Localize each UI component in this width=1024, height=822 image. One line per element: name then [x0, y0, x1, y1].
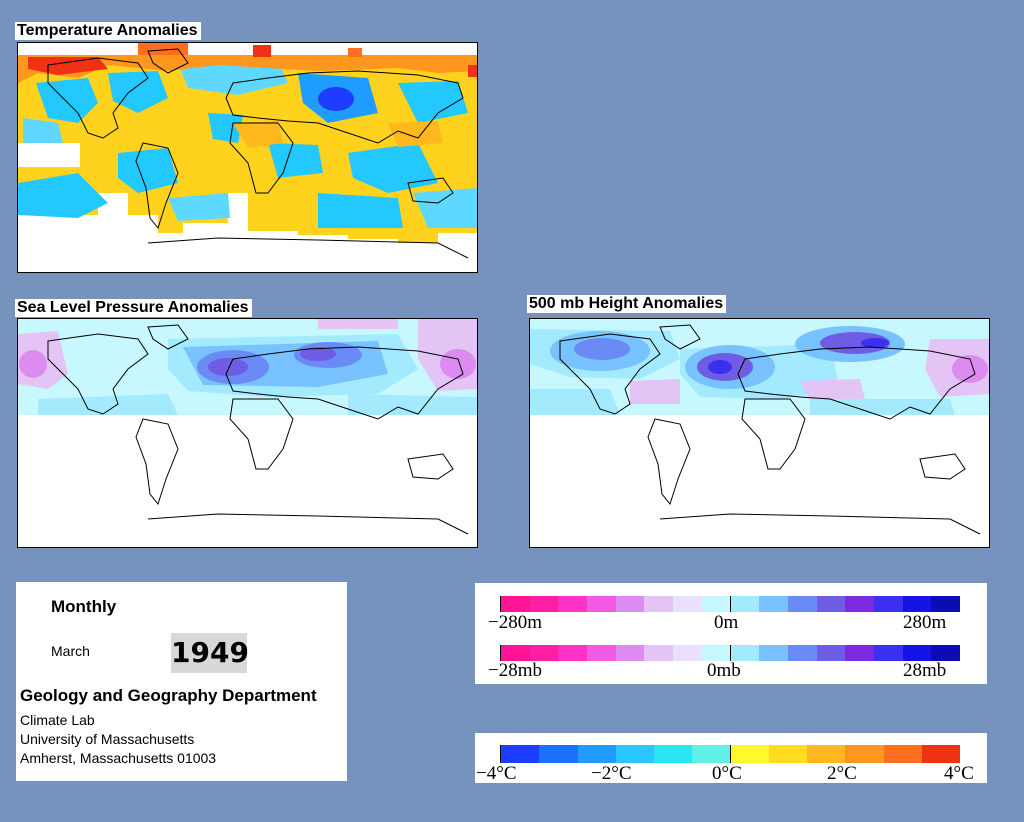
temperature-anomaly-map — [17, 42, 478, 273]
pressure-colorbar-swatch — [500, 645, 530, 661]
height-colorbar-swatch — [615, 596, 645, 612]
height-colorbar-swatch — [816, 596, 846, 612]
temp-label-neg2: −2°C — [591, 763, 632, 784]
height-colorbar-swatch — [902, 596, 932, 612]
pressure-colorbar-swatch — [759, 645, 788, 661]
anomaly-legend-panel: −280m 0m 280m −28mb 0mb 28mb — [475, 583, 987, 684]
height-anomaly-map — [529, 318, 990, 548]
pressure-colorbar-swatch — [730, 645, 760, 661]
temp-label-2: 2°C — [827, 763, 857, 784]
pressure-colorbar-swatch — [644, 645, 674, 661]
height-mid-label: 0m — [714, 612, 739, 633]
pressure-mid-label: 0mb — [707, 660, 741, 681]
pressure-colorbar-swatch — [902, 645, 932, 661]
height-colorbar-swatch — [673, 596, 702, 612]
slp-map-title: Sea Level Pressure Anomalies — [15, 299, 252, 317]
lab-label: Climate Lab — [20, 712, 95, 728]
university-label: University of Massachusetts — [20, 731, 195, 747]
pressure-colorbar-swatch — [673, 645, 702, 661]
height-colorbar-swatch — [644, 596, 674, 612]
temperature-map-title: Temperature Anomalies — [15, 22, 201, 40]
height-map-title: 500 mb Height Anomalies — [527, 295, 727, 313]
pressure-max-label: 28mb — [903, 660, 947, 681]
temperature-colorbar-swatch — [883, 745, 922, 763]
info-panel: Monthly March 1949 Geology and Geography… — [16, 582, 347, 781]
height-max-label: 280m — [903, 612, 947, 633]
height-colorbar-swatch — [759, 596, 788, 612]
pressure-colorbar-swatch — [558, 645, 588, 661]
pressure-colorbar-swatch — [701, 645, 731, 661]
height-colorbar-swatch — [931, 596, 960, 612]
pressure-colorbar-swatch — [873, 645, 903, 661]
pressure-colorbar-swatch — [787, 645, 817, 661]
temperature-colorbar-swatch — [539, 745, 578, 763]
height-colorbar-swatch — [730, 596, 760, 612]
pressure-colorbar-swatch — [816, 645, 846, 661]
department-label: Geology and Geography Department — [20, 686, 317, 705]
height-colorbar-swatch — [529, 596, 559, 612]
temperature-colorbar-swatch — [577, 745, 616, 763]
temp-label-4: 4°C — [944, 763, 974, 784]
height-colorbar — [500, 596, 960, 612]
temperature-colorbar-swatch — [807, 745, 846, 763]
temperature-colorbar-swatch — [845, 745, 884, 763]
period-label: Monthly — [51, 597, 117, 616]
pressure-colorbar-center-tick — [730, 645, 731, 661]
temperature-colorbar-swatch — [730, 745, 769, 763]
height-colorbar-swatch — [701, 596, 731, 612]
pressure-colorbar-swatch — [615, 645, 645, 661]
height-colorbar-swatch — [845, 596, 874, 612]
temperature-legend-panel: −4°C −2°C 0°C 2°C 4°C — [475, 733, 987, 784]
pressure-colorbar-swatch — [931, 645, 960, 661]
height-colorbar-center-tick — [730, 596, 731, 612]
year-display: 1949 — [171, 633, 249, 673]
temperature-colorbar-swatch — [500, 745, 540, 763]
address-label: Amherst, Massachusetts 01003 — [20, 750, 217, 766]
pressure-colorbar-swatch — [529, 645, 559, 661]
pressure-min-label: −28mb — [488, 660, 542, 681]
temperature-colorbar-swatch — [615, 745, 654, 763]
height-colorbar-swatch — [787, 596, 817, 612]
temperature-colorbar-center-tick — [730, 745, 731, 763]
slp-anomaly-map — [17, 318, 478, 548]
height-colorbar-swatch — [587, 596, 616, 612]
height-colorbar-swatch — [873, 596, 903, 612]
temperature-colorbar-swatch — [768, 745, 807, 763]
temperature-colorbar-swatch — [692, 745, 731, 763]
pressure-colorbar-swatch — [587, 645, 616, 661]
height-colorbar-swatch — [558, 596, 588, 612]
height-min-label: −280m — [488, 612, 542, 633]
temp-label-neg4: −4°C — [476, 763, 517, 784]
temp-label-0: 0°C — [712, 763, 742, 784]
temperature-colorbar — [500, 745, 960, 763]
height-colorbar-swatch — [500, 596, 530, 612]
temperature-colorbar-swatch — [921, 745, 960, 763]
temperature-colorbar-swatch — [654, 745, 693, 763]
pressure-colorbar-swatch — [845, 645, 874, 661]
pressure-colorbar — [500, 645, 960, 661]
month-label: March — [51, 643, 90, 659]
